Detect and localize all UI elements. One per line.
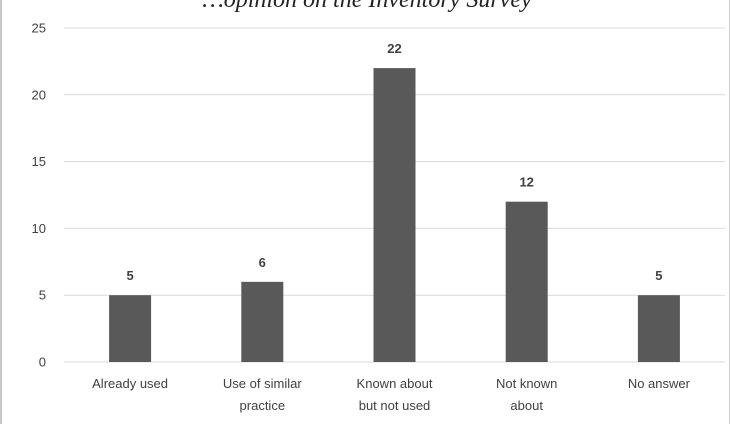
data-labels: 5 6 22 12 5	[126, 41, 662, 283]
bar-value-label: 5	[655, 268, 662, 283]
x-category-label: No answer	[628, 376, 691, 391]
x-axis-categories: Already used Use of similar practice Known …	[92, 376, 690, 413]
bar	[505, 201, 548, 362]
y-tick-label: 0	[39, 355, 46, 370]
y-tick-label: 25	[32, 21, 46, 36]
y-tick-label: 20	[32, 87, 46, 102]
bar	[241, 281, 284, 362]
bar-value-label: 12	[519, 175, 533, 190]
y-tick-label: 10	[32, 221, 46, 236]
bar	[637, 295, 680, 362]
bar	[109, 295, 152, 362]
bars	[109, 68, 680, 362]
bar-value-label: 5	[126, 268, 133, 283]
y-tick-label: 15	[32, 154, 46, 169]
chart-title: …opinion on the Inventory Survey	[202, 0, 532, 13]
x-category-label: Known about but not used	[357, 376, 433, 413]
x-category-label: Not known about	[496, 376, 557, 413]
bar	[373, 68, 416, 362]
x-category-label: Already used	[92, 376, 168, 391]
y-axis-ticks: 0 5 10 15 20 25	[32, 21, 46, 370]
bar-value-label: 22	[387, 41, 401, 56]
x-category-label: Use of similar practice	[223, 376, 302, 413]
bar-value-label: 6	[259, 255, 266, 270]
y-tick-label: 5	[39, 288, 46, 303]
